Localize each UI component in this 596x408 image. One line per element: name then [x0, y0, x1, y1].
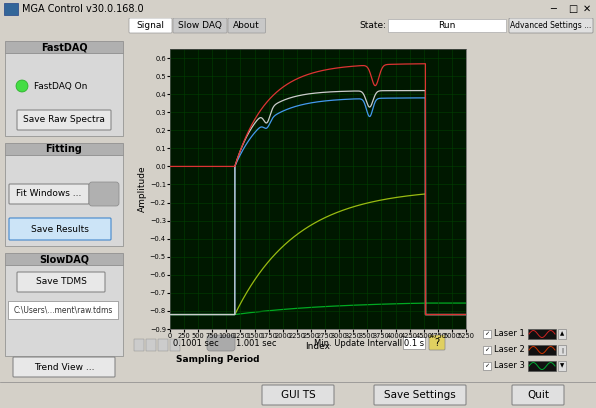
Bar	[5, 155, 123, 246]
Text: Signal: Signal	[136, 21, 164, 30]
Text: 1.001 sec: 1.001 sec	[236, 339, 277, 348]
FancyBboxPatch shape	[374, 385, 466, 405]
Bar	[4, 3, 18, 15]
FancyBboxPatch shape	[429, 335, 445, 350]
Text: Laser 3: Laser 3	[494, 361, 525, 370]
FancyBboxPatch shape	[262, 385, 334, 405]
Text: |: |	[561, 347, 563, 353]
Text: Fit Windows ...: Fit Windows ...	[16, 189, 82, 199]
Text: Quit: Quit	[527, 390, 549, 400]
FancyBboxPatch shape	[512, 385, 564, 405]
Text: About: About	[234, 21, 260, 30]
FancyBboxPatch shape	[17, 110, 111, 130]
Bar	[388, 19, 506, 32]
Bar	[146, 339, 156, 351]
Bar	[5, 253, 123, 265]
Bar	[158, 339, 168, 351]
Text: ─: ─	[550, 4, 556, 14]
Text: Advanced Settings ...: Advanced Settings ...	[510, 21, 592, 30]
Text: C:\Users\...ment\raw.tdms: C:\Users\...ment\raw.tdms	[13, 306, 113, 315]
Text: 0.1001 sec: 0.1001 sec	[173, 339, 219, 348]
Text: Save TDMS: Save TDMS	[36, 277, 86, 286]
Text: Save Results: Save Results	[31, 224, 89, 233]
Text: ▼: ▼	[560, 364, 564, 368]
Text: ▲: ▲	[560, 331, 564, 337]
Y-axis label: Amplitude: Amplitude	[138, 166, 147, 212]
Bar	[528, 361, 556, 371]
FancyBboxPatch shape	[89, 182, 119, 206]
Bar	[528, 345, 556, 355]
Bar	[558, 361, 566, 371]
Text: Run: Run	[438, 21, 456, 30]
Text: Trend View ...: Trend View ...	[34, 362, 94, 372]
Text: GUI TS: GUI TS	[281, 390, 315, 400]
Text: SlowDAQ: SlowDAQ	[39, 254, 89, 264]
Bar	[483, 362, 491, 370]
Bar	[170, 339, 180, 351]
FancyBboxPatch shape	[9, 218, 111, 240]
Bar	[5, 143, 123, 155]
Bar	[483, 346, 491, 354]
Text: Save Raw Spectra: Save Raw Spectra	[23, 115, 105, 124]
FancyBboxPatch shape	[9, 184, 89, 204]
FancyBboxPatch shape	[17, 272, 105, 292]
Bar	[558, 345, 566, 355]
Bar	[134, 339, 144, 351]
FancyBboxPatch shape	[207, 335, 235, 351]
Bar	[5, 53, 123, 136]
Text: Slow DAQ: Slow DAQ	[178, 21, 222, 30]
Bar	[5, 265, 123, 356]
Text: ✓: ✓	[485, 348, 490, 353]
FancyBboxPatch shape	[129, 18, 172, 33]
Bar	[528, 329, 556, 339]
Text: ✓: ✓	[485, 331, 490, 337]
X-axis label: Index: Index	[306, 342, 331, 351]
Text: ✓: ✓	[485, 364, 490, 368]
Text: Fitting: Fitting	[45, 144, 82, 154]
Text: Laser 1: Laser 1	[494, 330, 524, 339]
FancyBboxPatch shape	[173, 18, 227, 33]
FancyBboxPatch shape	[228, 18, 265, 33]
FancyBboxPatch shape	[13, 357, 115, 377]
Text: ✕: ✕	[583, 4, 591, 14]
Bar	[403, 337, 425, 349]
Text: State:: State:	[359, 21, 386, 30]
Text: Min. Update Intervall: Min. Update Intervall	[314, 339, 402, 348]
Bar	[5, 41, 123, 53]
FancyBboxPatch shape	[509, 18, 593, 33]
Text: □: □	[568, 4, 578, 14]
Text: Laser 2: Laser 2	[494, 346, 524, 355]
Text: ?: ?	[434, 337, 440, 348]
Bar	[558, 329, 566, 339]
Text: 0.1 s: 0.1 s	[404, 339, 424, 348]
Text: FastDAQ: FastDAQ	[41, 42, 87, 52]
Text: Sampling Period: Sampling Period	[176, 355, 260, 364]
Text: FastDAQ On: FastDAQ On	[34, 82, 88, 91]
Text: Save Settings: Save Settings	[384, 390, 456, 400]
Circle shape	[16, 80, 28, 92]
Bar	[8, 301, 118, 319]
Bar	[483, 330, 491, 338]
Text: MGA Control v30.0.168.0: MGA Control v30.0.168.0	[22, 4, 144, 14]
